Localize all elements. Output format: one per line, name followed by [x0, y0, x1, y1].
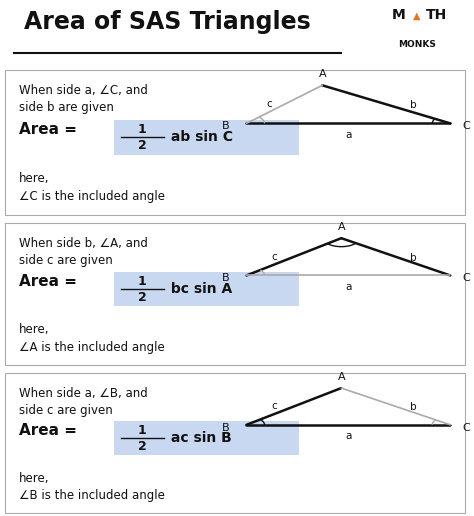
- FancyBboxPatch shape: [114, 421, 299, 455]
- Text: A: A: [337, 222, 345, 232]
- Text: When side a, ∠B, and
side c are given: When side a, ∠B, and side c are given: [19, 386, 148, 417]
- Text: c: c: [272, 401, 277, 411]
- Text: 2: 2: [138, 440, 146, 453]
- Text: When side a, ∠C, and
side b are given: When side a, ∠C, and side b are given: [19, 84, 148, 115]
- Text: When side b, ∠A, and
side c are given: When side b, ∠A, and side c are given: [19, 237, 148, 267]
- Text: TH: TH: [426, 8, 447, 23]
- Text: a: a: [345, 130, 352, 140]
- Text: b: b: [410, 100, 417, 110]
- Text: A: A: [337, 372, 345, 382]
- Text: B: B: [222, 121, 230, 132]
- Text: Area =: Area =: [19, 274, 82, 289]
- Text: ▲: ▲: [413, 10, 421, 21]
- Text: a: a: [345, 282, 352, 292]
- Text: here,
∠C is the included angle: here, ∠C is the included angle: [19, 172, 165, 203]
- Text: 2: 2: [138, 139, 146, 152]
- Text: b: b: [410, 402, 417, 412]
- Text: C: C: [462, 423, 470, 433]
- FancyBboxPatch shape: [114, 120, 299, 155]
- Text: Area =: Area =: [19, 423, 82, 438]
- Text: 1: 1: [138, 425, 146, 438]
- Text: ac sin B: ac sin B: [166, 431, 232, 445]
- Text: b: b: [410, 252, 417, 263]
- Text: c: c: [267, 100, 273, 109]
- Text: ab sin C: ab sin C: [166, 130, 233, 144]
- Text: a: a: [345, 431, 352, 441]
- Text: C: C: [462, 273, 470, 283]
- Text: here,
∠A is the included angle: here, ∠A is the included angle: [19, 323, 164, 353]
- Text: B: B: [222, 423, 230, 433]
- Text: Area =: Area =: [19, 122, 82, 137]
- FancyBboxPatch shape: [5, 374, 465, 513]
- Text: bc sin A: bc sin A: [166, 282, 232, 296]
- FancyBboxPatch shape: [5, 223, 465, 365]
- Text: M: M: [391, 8, 405, 23]
- FancyBboxPatch shape: [5, 70, 465, 215]
- Text: A: A: [319, 69, 326, 79]
- Text: C: C: [462, 121, 470, 132]
- FancyBboxPatch shape: [114, 272, 299, 306]
- Text: here,
∠B is the included angle: here, ∠B is the included angle: [19, 472, 165, 503]
- Text: 2: 2: [138, 291, 146, 303]
- Text: c: c: [272, 252, 277, 262]
- Text: 1: 1: [138, 275, 146, 288]
- Text: Area of SAS Triangles: Area of SAS Triangles: [24, 10, 310, 34]
- Text: 1: 1: [138, 123, 146, 136]
- Text: MONKS: MONKS: [398, 40, 436, 49]
- Text: B: B: [222, 273, 230, 283]
